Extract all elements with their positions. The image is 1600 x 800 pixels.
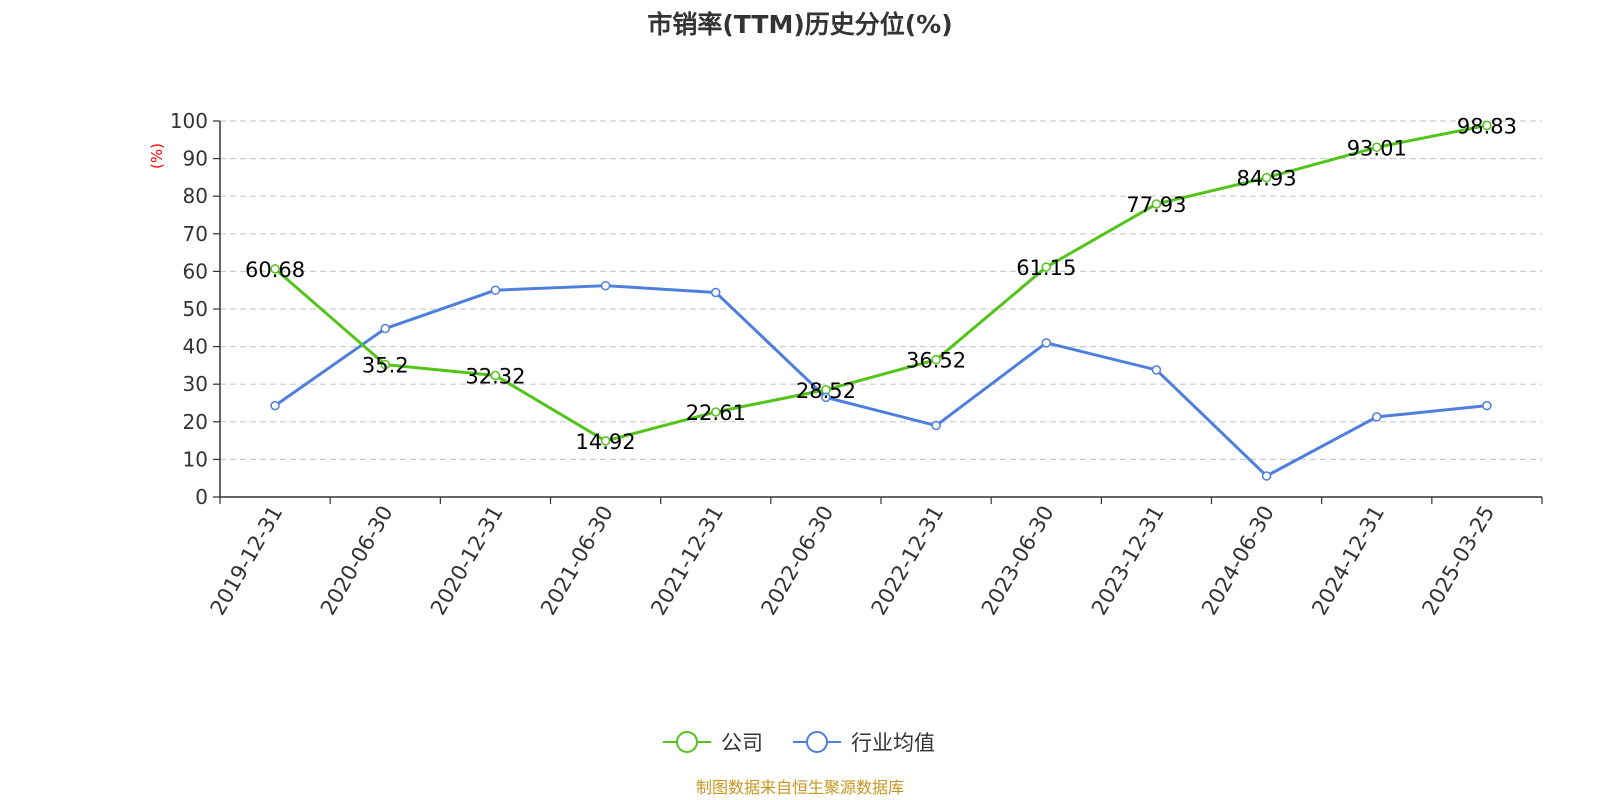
x-tick-label: 2021-12-31 [646, 502, 728, 620]
x-tick-label: 2024-06-30 [1197, 502, 1279, 620]
data-label: 84.93 [1237, 167, 1297, 191]
x-tick-label: 2025-03-25 [1417, 502, 1499, 620]
data-point[interactable] [270, 400, 280, 411]
data-label: 77.93 [1126, 193, 1186, 217]
data-point[interactable] [270, 264, 280, 274]
data-point[interactable] [1261, 172, 1272, 183]
legend-item[interactable]: 行业均值 [793, 731, 935, 755]
data-point[interactable] [711, 407, 721, 417]
data-point[interactable] [1041, 262, 1051, 272]
y-tick-label: 30 [183, 372, 208, 396]
y-tick-label: 40 [183, 335, 208, 359]
data-label: 93.01 [1347, 136, 1407, 160]
data-label: 60.68 [245, 258, 305, 282]
data-point[interactable] [380, 359, 390, 370]
y-tick-label: 80 [183, 184, 208, 208]
data-point[interactable] [1151, 199, 1162, 209]
y-tick-label: 70 [183, 222, 208, 246]
data-point[interactable] [490, 285, 501, 295]
data-point[interactable] [1482, 120, 1492, 131]
data-point[interactable] [380, 323, 390, 334]
x-tick-label: 2023-12-31 [1087, 502, 1169, 620]
data-point[interactable] [600, 436, 611, 446]
series-line [274, 123, 1488, 443]
data-label: 22.61 [686, 401, 746, 425]
y-axis-label: (%) [148, 143, 166, 169]
y-tick-label: 90 [183, 147, 208, 171]
x-tick-label: 2021-06-30 [536, 502, 618, 620]
data-point[interactable] [931, 420, 941, 431]
x-tick-label: 2022-06-30 [756, 502, 838, 620]
data-label: 14.92 [576, 430, 636, 454]
data-point[interactable] [1261, 471, 1272, 481]
grid-lines [220, 120, 1542, 460]
data-point[interactable] [1372, 412, 1382, 422]
data-label: 35.2 [362, 354, 409, 378]
data-point[interactable] [600, 280, 611, 291]
x-tick-label: 2020-06-30 [316, 502, 398, 620]
x-tick-label: 2023-06-30 [977, 502, 1059, 620]
data-point[interactable] [1372, 142, 1382, 153]
x-tick-label: 2020-12-31 [426, 501, 508, 619]
data-label: 36.52 [906, 349, 966, 373]
x-tick-label: 2022-12-31 [867, 501, 949, 619]
y-tick-label: 0 [195, 485, 208, 509]
data-label: 28.52 [796, 379, 856, 403]
legend-label: 公司 [721, 731, 763, 755]
data-label: 61.15 [1016, 256, 1076, 280]
legend-marker [676, 731, 698, 753]
legend-marker [806, 731, 828, 753]
chart-title: 市销率(TTM)历史分位(%) [647, 10, 952, 39]
legend-item[interactable]: 公司 [663, 731, 763, 755]
y-tick-label: 10 [183, 447, 208, 471]
series-lines [270, 120, 1492, 481]
data-point[interactable] [490, 370, 501, 381]
legend-label: 行业均值 [851, 731, 935, 755]
data-point[interactable] [1151, 365, 1162, 375]
series-line [274, 284, 1488, 478]
data-point[interactable] [821, 392, 831, 403]
data-point[interactable] [931, 354, 941, 365]
y-tick-label: 100 [170, 109, 208, 133]
data-point[interactable] [1482, 400, 1492, 411]
data-label: 98.83 [1457, 114, 1517, 138]
y-tick-label: 60 [183, 259, 208, 283]
data-point[interactable] [1041, 338, 1051, 348]
source-note: 制图数据来自恒生聚源数据库 [696, 778, 904, 797]
x-tick-label: 2024-12-31 [1307, 502, 1389, 620]
data-point[interactable] [711, 287, 721, 298]
data-label: 32.32 [465, 364, 525, 388]
data-labels: 60.68 35.2 32.32 14.92 22.61 28.52 36.52 61.15 7… [245, 114, 1517, 454]
y-tick-label: 50 [183, 297, 208, 321]
legend[interactable]: 公司 行业均值 [663, 731, 935, 755]
x-tick-label: 2019-12-31 [206, 502, 288, 620]
y-tick-label: 20 [183, 410, 208, 434]
